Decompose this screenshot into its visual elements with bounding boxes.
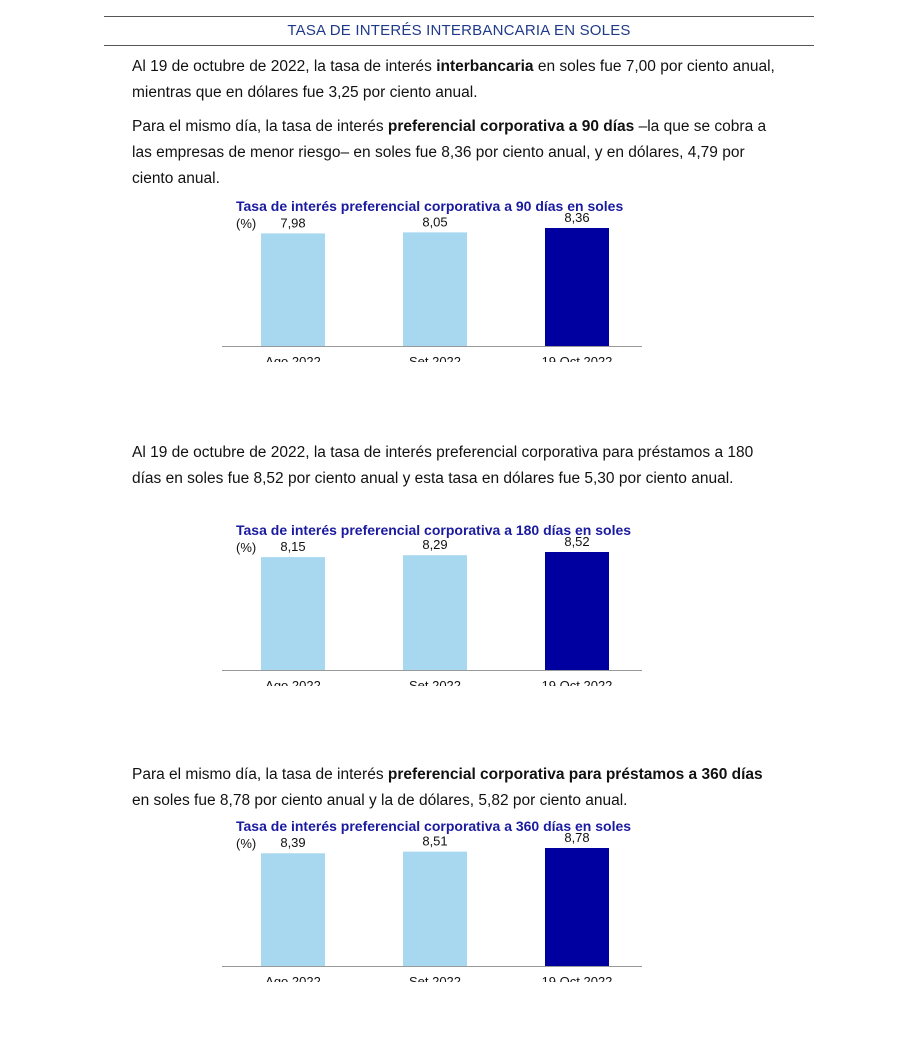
- data-label-2: 8,52: [564, 534, 589, 549]
- x-tick-label-2: 19 Oct.2022: [542, 974, 613, 982]
- x-tick-label-1: Set.2022: [409, 974, 461, 982]
- chart-title: Tasa de interés preferencial corporativa…: [236, 522, 632, 538]
- bar-1: [403, 232, 467, 346]
- x-tick-label-2: 19 Oct.2022: [542, 354, 613, 362]
- x-tick-label-1: Set.2022: [409, 678, 461, 686]
- x-tick-label-0: Ago.2022: [265, 354, 321, 362]
- data-label-1: 8,29: [422, 537, 447, 552]
- bar-1: [403, 555, 467, 670]
- data-label-0: 8,39: [280, 835, 305, 850]
- paragraph-180-days: Al 19 de octubre de 2022, la tasa de int…: [132, 440, 782, 492]
- chart-unit-label: (%): [236, 540, 257, 555]
- data-label-2: 8,36: [564, 210, 589, 225]
- paragraph-90-days: Para el mismo día, la tasa de interés pr…: [132, 114, 782, 192]
- chart-title: Tasa de interés preferencial corporativa…: [236, 818, 632, 834]
- data-label-0: 8,15: [280, 539, 305, 554]
- text-run: Para el mismo día, la tasa de interés: [132, 118, 388, 135]
- bar-0: [261, 557, 325, 670]
- text-run: Al 19 de octubre de 2022, la tasa de int…: [132, 58, 437, 75]
- chart-180-days: Tasa de interés preferencial corporativa…: [222, 522, 656, 686]
- paragraph-interbank: Al 19 de octubre de 2022, la tasa de int…: [132, 54, 782, 106]
- x-tick-label-0: Ago.2022: [265, 974, 321, 982]
- bar-2: [545, 228, 609, 346]
- bar-2: [545, 848, 609, 966]
- text-run: Para el mismo día, la tasa de interés: [132, 766, 388, 783]
- text-run: –la que se cobra a las empresas de menor…: [132, 118, 767, 187]
- bar-1: [403, 851, 467, 966]
- section-header: TASA DE INTERÉS INTERBANCARIA EN SOLES: [104, 16, 814, 46]
- data-label-0: 7,98: [280, 215, 305, 230]
- chart-unit-label: (%): [236, 836, 257, 851]
- paragraph-360-days: Para el mismo día, la tasa de interés pr…: [132, 762, 782, 814]
- bar-chart-svg: 8,39 Ago.2022 8,51 Set.2022 8,78 19 Oct.2022: [222, 830, 642, 982]
- chart-title: Tasa de interés preferencial corporativa…: [236, 198, 624, 214]
- x-tick-label-1: Set.2022: [409, 354, 461, 362]
- bar-chart-svg: 8,15 Ago.2022 8,29 Set.2022 8,52 19 Oct.2022: [222, 534, 642, 686]
- bold-text: interbancaria: [436, 58, 534, 75]
- bar-2: [545, 552, 609, 670]
- x-tick-label-2: 19 Oct.2022: [542, 678, 613, 686]
- data-label-2: 8,78: [564, 830, 589, 845]
- bar-0: [261, 853, 325, 966]
- bold-text: preferencial corporativa a 90 días: [387, 118, 635, 135]
- bar-0: [261, 233, 325, 346]
- section-title: TASA DE INTERÉS INTERBANCARIA EN SOLES: [287, 22, 631, 39]
- data-label-1: 8,51: [422, 834, 447, 849]
- text-run: en soles fue 8,78 por ciento anual y la …: [132, 792, 628, 809]
- x-tick-label-0: Ago.2022: [265, 678, 321, 686]
- text-run: en soles fue 7,00 por ciento anual, mien…: [132, 58, 775, 101]
- data-label-1: 8,05: [422, 214, 447, 229]
- bar-chart-svg: 7,98 Ago.2022 8,05 Set.2022 8,36 19 Oct.2022: [222, 210, 642, 362]
- chart-360-days: Tasa de interés preferencial corporativa…: [222, 818, 656, 982]
- chart-90-days: Tasa de interés preferencial corporativa…: [222, 198, 656, 362]
- bold-text: preferencial corporativa para préstamos …: [387, 766, 763, 783]
- chart-unit-label: (%): [236, 216, 257, 231]
- text-run: Al 19 de octubre de 2022, la tasa de int…: [132, 444, 754, 487]
